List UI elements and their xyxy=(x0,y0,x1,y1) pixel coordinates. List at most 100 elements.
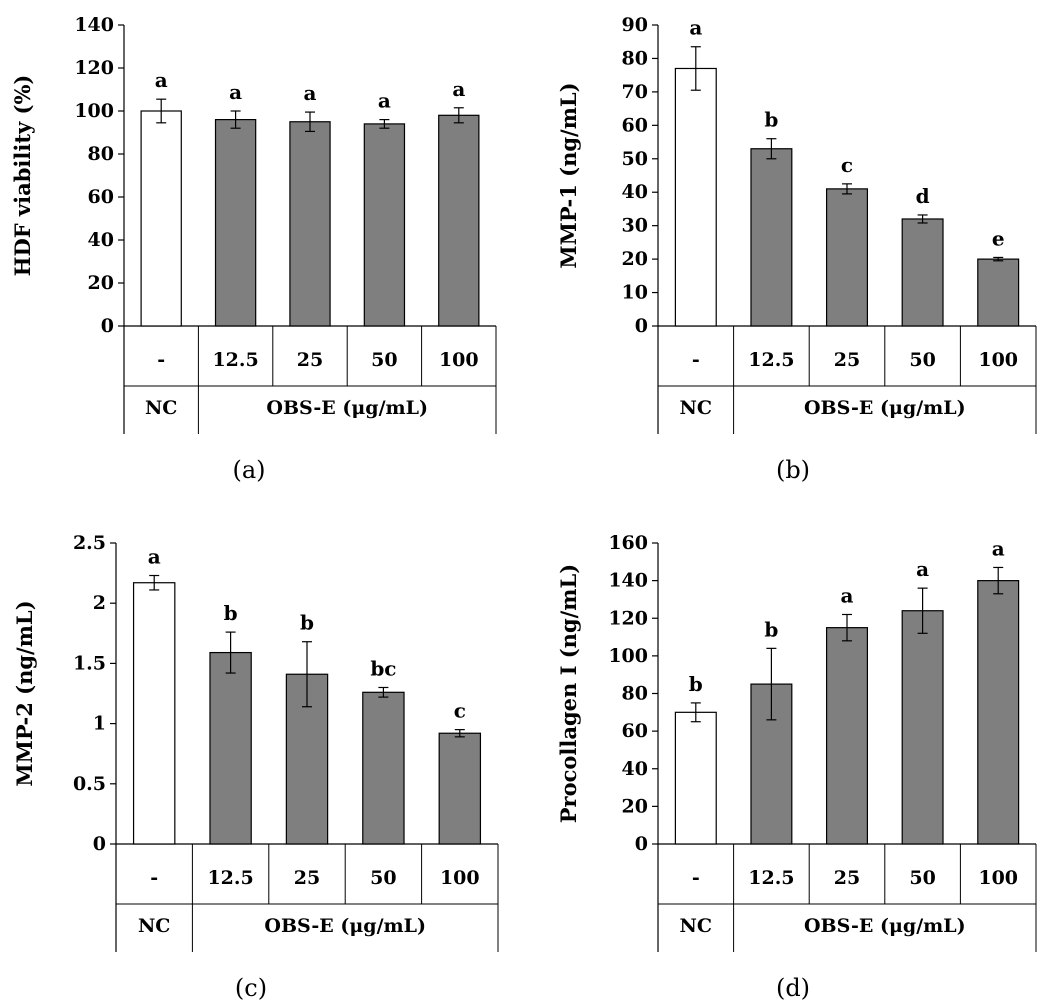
group-label: NC xyxy=(138,915,171,937)
y-tick-label: 60 xyxy=(622,720,648,742)
bar xyxy=(438,732,482,845)
category-label: - xyxy=(692,349,700,371)
y-tick-label: 0 xyxy=(635,833,648,855)
chart-panel-c: 0 0.5 1 1.5 2 2.5 MMP-2 (ng/mL) a - b 12.5 b 25 bc 50 c… xyxy=(12,532,499,1002)
y-tick-label: 80 xyxy=(622,683,648,705)
significance-letter: a xyxy=(841,583,854,607)
chart-panel-d: 0 20 40 60 80 100 120 140 160 Procollagen I (ng/m… xyxy=(556,532,1037,1002)
bar xyxy=(750,148,793,327)
category-label: 25 xyxy=(297,349,323,371)
bar xyxy=(363,123,406,327)
y-axis-title: MMP-2 (ng/mL) xyxy=(12,600,37,786)
panel-label: (d) xyxy=(776,974,810,1002)
y-tick-label: 20 xyxy=(88,272,114,294)
y-tick-label: 80 xyxy=(88,143,114,165)
category-label: 25 xyxy=(294,867,320,889)
category-label: 12.5 xyxy=(748,349,794,371)
y-tick-label: 80 xyxy=(622,47,648,69)
category-label: 50 xyxy=(370,867,396,889)
y-tick-label: 2 xyxy=(93,592,106,614)
category-label: 100 xyxy=(978,867,1018,889)
y-tick-label: 0 xyxy=(93,833,106,855)
y-tick-label: 20 xyxy=(622,248,648,270)
significance-letter: b xyxy=(300,611,314,635)
bar xyxy=(825,627,869,845)
bar xyxy=(977,258,1020,327)
significance-letter: a xyxy=(452,77,465,101)
category-label: 25 xyxy=(834,349,860,371)
category-label: - xyxy=(157,349,165,371)
bar xyxy=(132,582,176,845)
y-tick-label: 120 xyxy=(608,607,648,629)
significance-letter: d xyxy=(916,184,930,208)
group-label: OBS-E (μg/mL) xyxy=(264,915,426,937)
significance-letter: c xyxy=(454,699,466,723)
category-label: - xyxy=(150,867,158,889)
significance-letter: b xyxy=(224,601,238,625)
category-label: 12.5 xyxy=(207,867,253,889)
category-label: 100 xyxy=(978,349,1018,371)
category-label: - xyxy=(692,867,700,889)
y-tick-label: 10 xyxy=(622,282,648,304)
significance-letter: a xyxy=(689,16,702,40)
category-label: 100 xyxy=(439,349,479,371)
y-tick-label: 0 xyxy=(101,315,114,337)
bar xyxy=(977,580,1020,845)
significance-letter: a xyxy=(155,68,168,92)
y-axis-title: HDF viability (%) xyxy=(10,75,35,277)
bar xyxy=(209,651,252,845)
panel-label: (b) xyxy=(776,456,810,484)
y-tick-label: 140 xyxy=(74,14,114,36)
bar xyxy=(214,118,257,327)
category-label: 12.5 xyxy=(748,867,794,889)
bar xyxy=(674,711,717,845)
y-tick-label: 60 xyxy=(88,186,114,208)
bar xyxy=(438,114,480,327)
significance-letter: c xyxy=(841,153,853,177)
y-tick-label: 30 xyxy=(622,215,648,237)
significance-letter: a xyxy=(992,536,1005,560)
y-tick-label: 0.5 xyxy=(73,773,106,795)
category-label: 50 xyxy=(909,349,935,371)
y-tick-label: 70 xyxy=(622,81,648,103)
y-tick-label: 40 xyxy=(622,758,648,780)
significance-letter: a xyxy=(229,80,242,104)
y-tick-label: 60 xyxy=(622,114,648,136)
category-label: 12.5 xyxy=(212,349,258,371)
significance-letter: b xyxy=(764,108,778,132)
bar xyxy=(674,67,717,327)
chart-panel-a: 0 20 40 60 80 100 120 140 HDF viability (%) a - a 12… xyxy=(10,14,497,484)
bar xyxy=(289,121,331,327)
y-tick-label: 90 xyxy=(622,14,648,36)
chart-panel-b: 0 10 20 30 40 50 60 70 80 90 MMP-1 (ng/mL) a - b 12.5 c… xyxy=(556,14,1037,484)
category-label: 50 xyxy=(909,867,935,889)
y-tick-label: 50 xyxy=(622,148,648,170)
y-tick-label: 40 xyxy=(622,181,648,203)
group-label: NC xyxy=(680,915,713,937)
bar xyxy=(825,188,869,327)
panel-label: (a) xyxy=(232,456,265,484)
group-label: OBS-E (μg/mL) xyxy=(804,915,966,937)
y-axis-title: MMP-1 (ng/mL) xyxy=(556,82,581,268)
significance-letter: a xyxy=(916,557,929,581)
significance-letter: b xyxy=(764,617,778,641)
y-tick-label: 1 xyxy=(93,713,106,735)
category-label: 50 xyxy=(371,349,397,371)
y-tick-label: 0 xyxy=(635,315,648,337)
significance-letter: a xyxy=(378,89,391,113)
bar xyxy=(140,110,182,327)
category-label: 25 xyxy=(834,867,860,889)
significance-letter: e xyxy=(992,226,1005,250)
y-axis-title: Procollagen I (ng/mL) xyxy=(556,564,581,823)
y-tick-label: 2.5 xyxy=(73,532,106,554)
panel-label: (c) xyxy=(235,974,267,1002)
group-label: OBS-E (μg/mL) xyxy=(804,397,966,419)
y-tick-label: 20 xyxy=(622,795,648,817)
significance-letter: a xyxy=(304,81,317,105)
y-tick-label: 1.5 xyxy=(73,652,106,674)
significance-letter: b xyxy=(689,672,703,696)
bar xyxy=(901,218,944,327)
category-label: 100 xyxy=(440,867,480,889)
y-tick-label: 40 xyxy=(88,229,114,251)
